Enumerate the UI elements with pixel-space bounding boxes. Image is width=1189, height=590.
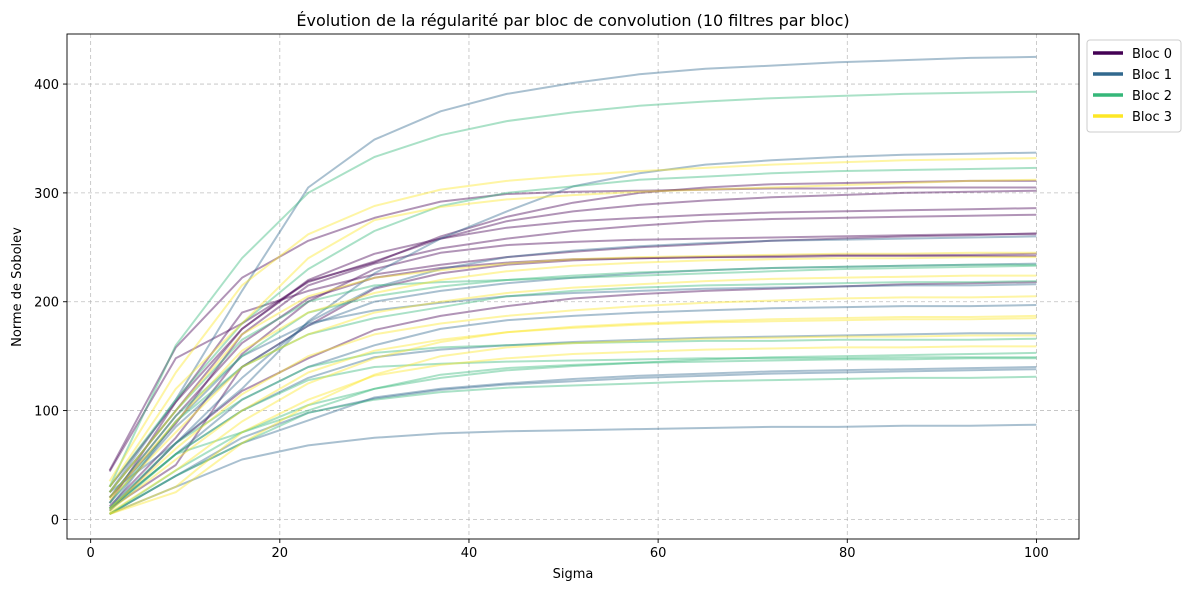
series-line-bloc2-filtre1	[108, 166, 1037, 488]
x-tick-label: 60	[650, 546, 667, 561]
series-lines	[108, 55, 1037, 515]
series-line-bloc1-filtre4	[108, 304, 1037, 510]
series-line-bloc0-filtre6	[108, 179, 1037, 488]
plot-frame	[66, 33, 1080, 540]
y-tick-label: 0	[51, 513, 59, 528]
grid	[67, 34, 1079, 539]
series-line-bloc0-filtre2	[108, 207, 1037, 493]
series-line-bloc3-filtre8	[109, 345, 1037, 515]
series-line-bloc1-filtre6	[109, 368, 1037, 515]
series-line-bloc0-filtre8	[108, 255, 1037, 499]
legend-label: Bloc 2	[1132, 89, 1172, 104]
series-line-bloc3-filtre3	[108, 256, 1037, 499]
series-line-bloc3-filtre7	[109, 317, 1037, 514]
x-tick-label: 40	[461, 546, 478, 561]
series-line-bloc2-filtre4	[108, 280, 1037, 504]
series-line-bloc1-filtre0	[108, 55, 1037, 493]
series-line-bloc3-filtre6	[108, 314, 1037, 512]
y-tick-label: 100	[34, 405, 59, 420]
series-line-bloc0-filtre3	[108, 213, 1037, 499]
series-line-bloc1-filtre7	[109, 366, 1037, 515]
series-line-bloc2-filtre9	[108, 357, 1037, 510]
series-line-bloc0-filtre0	[108, 186, 1037, 471]
series-line-bloc1-filtre1	[109, 151, 1037, 494]
x-tick-label: 20	[272, 546, 289, 561]
series-line-bloc0-filtre5	[108, 233, 1037, 507]
series-line-bloc0-filtre1	[108, 189, 1037, 473]
axis-ticks: 0 20 40 60 80 100 0 100 200 300 400	[34, 78, 1049, 561]
series-line-bloc3-filtre4	[108, 274, 1037, 501]
series-line-bloc0-filtre7	[109, 252, 1037, 510]
block-3-lines	[108, 157, 1037, 515]
block-1-lines	[108, 55, 1037, 515]
series-line-bloc1-filtre3	[108, 262, 1037, 504]
series-line-bloc2-filtre7	[109, 351, 1037, 515]
series-line-bloc1-filtre5	[108, 332, 1037, 510]
legend-label: Bloc 0	[1132, 47, 1172, 62]
y-tick-label: 200	[34, 296, 59, 311]
series-line-bloc0-filtre4	[108, 232, 1037, 504]
series-line-bloc3-filtre2	[108, 251, 1037, 493]
series-line-bloc0-filtre9	[108, 281, 1037, 512]
legend-box	[1086, 39, 1182, 133]
legend-label: Bloc 3	[1132, 110, 1172, 125]
legend: Bloc 0 Bloc 1 Bloc 2 Bloc 3	[1086, 39, 1182, 133]
series-line-bloc2-filtre6	[108, 356, 1037, 512]
series-line-bloc3-filtre9	[109, 334, 1037, 515]
series-line-bloc2-filtre3	[108, 263, 1037, 499]
x-tick-label: 0	[87, 546, 95, 561]
series-line-bloc3-filtre5	[108, 295, 1037, 510]
series-line-bloc2-filtre2	[108, 264, 1037, 493]
series-line-bloc2-filtre5	[108, 337, 1037, 510]
series-line-bloc1-filtre9	[108, 283, 1037, 510]
series-line-bloc1-filtre8	[109, 423, 1037, 515]
series-line-bloc2-filtre0	[108, 90, 1037, 488]
x-tick-label: 100	[1024, 546, 1049, 561]
block-2-lines	[108, 90, 1037, 515]
x-tick-label: 80	[839, 546, 856, 561]
series-line-bloc1-filtre2	[108, 235, 1037, 510]
series-line-bloc2-filtre8	[109, 375, 1037, 515]
block-0-lines	[108, 179, 1037, 512]
x-axis-label: Sigma	[553, 567, 594, 582]
legend-label: Bloc 1	[1132, 68, 1172, 83]
y-axis-label: Norme de Sobolev	[10, 227, 25, 347]
y-tick-label: 400	[34, 78, 59, 93]
chart-title: Évolution de la régularité par bloc de c…	[296, 11, 849, 30]
series-line-bloc3-filtre1	[108, 178, 1037, 488]
y-tick-label: 300	[34, 187, 59, 202]
series-line-bloc3-filtre0	[108, 157, 1037, 482]
